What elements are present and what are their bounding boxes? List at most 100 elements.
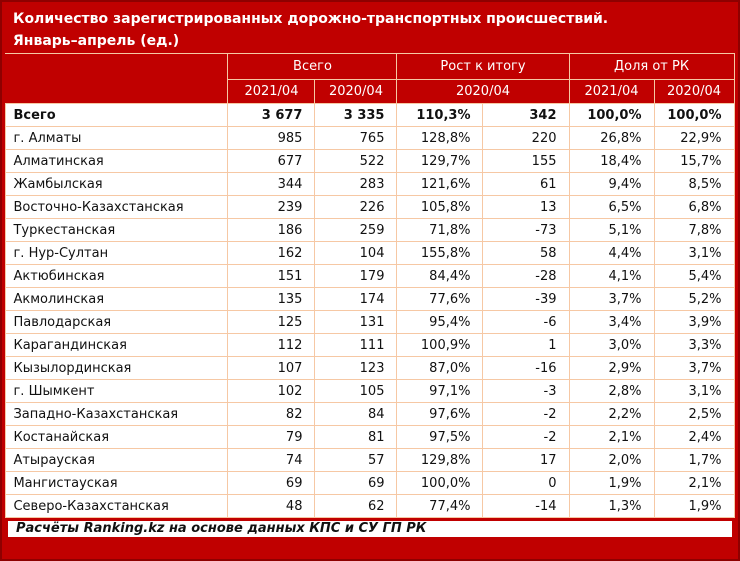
share-2021-cell: 2,9% (568, 356, 655, 380)
share-2021-cell: 4,1% (568, 264, 655, 288)
total-2021-cell: 69 (227, 471, 316, 495)
region-cell: Актюбинская (5, 264, 229, 288)
growth-pct-cell: 100,0% (396, 471, 484, 495)
growth-pct-cell: 84,4% (396, 264, 484, 288)
total-2020-cell: 131 (314, 310, 398, 334)
group-header-share: Доля от РК (568, 53, 735, 80)
share-2020-cell: 100,0% (653, 103, 735, 127)
total-2020-cell: 105 (314, 379, 398, 403)
growth-abs-cell: -16 (482, 356, 570, 380)
total-2021-cell: 135 (227, 287, 316, 311)
region-cell: Павлодарская (5, 310, 229, 334)
total-2020-cell: 123 (314, 356, 398, 380)
sub-header-row: 2021/04 2020/04 2020/04 2021/04 2020/04 (6, 79, 735, 104)
share-2020-cell: 6,8% (653, 195, 735, 219)
growth-pct-cell: 129,7% (396, 149, 484, 173)
growth-abs-cell: 342 (482, 103, 570, 127)
share-2021-cell: 2,0% (568, 448, 655, 472)
region-cell: Атырауская (5, 448, 229, 472)
total-2020-cell: 522 (314, 149, 398, 173)
share-2020-cell: 3,7% (653, 356, 735, 380)
total-2021-cell: 102 (227, 379, 316, 403)
share-2020-cell: 3,9% (653, 310, 735, 334)
region-cell: Карагандинская (5, 333, 229, 357)
sub-header-total-2020: 2020/04 (314, 79, 398, 104)
growth-abs-cell: 0 (482, 471, 570, 495)
region-cell: Акмолинская (5, 287, 229, 311)
group-header-total: Всего (227, 53, 398, 80)
share-2020-cell: 7,8% (653, 218, 735, 242)
growth-abs-cell: 17 (482, 448, 570, 472)
total-2021-cell: 239 (227, 195, 316, 219)
total-2021-cell: 82 (227, 402, 316, 426)
share-2021-cell: 100,0% (568, 103, 655, 127)
total-2020-cell: 104 (314, 241, 398, 265)
total-2020-cell: 259 (314, 218, 398, 242)
group-header-row: Всего Рост к итогу Доля от РК (5, 53, 735, 104)
group-header-growth: Рост к итогу (396, 53, 570, 80)
total-2020-cell: 226 (314, 195, 398, 219)
share-2021-cell: 1,9% (568, 471, 655, 495)
growth-pct-cell: 97,1% (396, 379, 484, 403)
share-2020-cell: 5,2% (653, 287, 735, 311)
report-title: Количество зарегистрированных дорожно-тр… (13, 11, 609, 27)
growth-abs-cell: 155 (482, 149, 570, 173)
share-2021-cell: 26,8% (568, 126, 655, 150)
region-cell: г. Алматы (5, 126, 229, 150)
growth-pct-cell: 100,9% (396, 333, 484, 357)
table-row: Северо-Казахстанская 48 62 77,4% -14 1,3% 1,9% (5, 494, 735, 518)
share-2020-cell: 15,7% (653, 149, 735, 173)
table-row: Восточно-Казахстанская 239 226 105,8% 13 6,5%… (5, 195, 735, 219)
growth-pct-cell: 97,6% (396, 402, 484, 426)
total-2020-cell: 69 (314, 471, 398, 495)
total-2021-cell: 48 (227, 494, 316, 518)
region-cell: Алматинская (5, 149, 229, 173)
table-body: Всего 3 677 3 335 110,3% 342 100,0% 100,0% г. А… (5, 103, 735, 518)
share-2020-cell: 2,1% (653, 471, 735, 495)
growth-pct-cell: 129,8% (396, 448, 484, 472)
growth-abs-cell: 13 (482, 195, 570, 219)
total-2021-cell: 985 (227, 126, 316, 150)
total-2021-cell: 79 (227, 425, 316, 449)
share-2021-cell: 5,1% (568, 218, 655, 242)
share-2021-cell: 3,0% (568, 333, 655, 357)
table-row: Карагандинская 112 111 100,9% 1 3,0% 3,3% (5, 333, 735, 357)
region-cell: Костанайская (5, 425, 229, 449)
growth-abs-cell: -28 (482, 264, 570, 288)
total-2020-cell: 179 (314, 264, 398, 288)
total-2021-cell: 162 (227, 241, 316, 265)
growth-pct-cell: 95,4% (396, 310, 484, 334)
growth-abs-cell: -2 (482, 402, 570, 426)
table-row: Алматинская 677 522 129,7% 155 18,4% 15,7% (5, 149, 735, 173)
sub-header-share-2021: 2021/04 (568, 79, 655, 104)
table-row: Павлодарская 125 131 95,4% -6 3,4% 3,9% (5, 310, 735, 334)
table-row: Мангистауская 69 69 100,0% 0 1,9% 2,1% (5, 471, 735, 495)
region-cell: Северо-Казахстанская (5, 494, 229, 518)
share-2020-cell: 1,7% (653, 448, 735, 472)
growth-pct-cell: 128,8% (396, 126, 484, 150)
report-subtitle: Январь–апрель (ед.) (13, 33, 180, 49)
share-2021-cell: 2,8% (568, 379, 655, 403)
growth-pct-cell: 155,8% (396, 241, 484, 265)
statistics-table: Всего Рост к итогу Доля от РК 2021/04 20… (5, 53, 735, 518)
growth-abs-cell: 220 (482, 126, 570, 150)
total-2020-cell: 84 (314, 402, 398, 426)
growth-abs-cell: 1 (482, 333, 570, 357)
total-2020-cell: 765 (314, 126, 398, 150)
share-2021-cell: 3,4% (568, 310, 655, 334)
total-2021-cell: 125 (227, 310, 316, 334)
sub-header-growth-2020: 2020/04 (396, 79, 570, 104)
share-2020-cell: 2,4% (653, 425, 735, 449)
share-2021-cell: 18,4% (568, 149, 655, 173)
growth-pct-cell: 77,4% (396, 494, 484, 518)
share-2021-cell: 1,3% (568, 494, 655, 518)
total-2021-cell: 344 (227, 172, 316, 196)
share-2020-cell: 22,9% (653, 126, 735, 150)
table-row: г. Алматы 985 765 128,8% 220 26,8% 22,9% (5, 126, 735, 150)
region-cell: Восточно-Казахстанская (5, 195, 229, 219)
growth-pct-cell: 87,0% (396, 356, 484, 380)
growth-abs-cell: -39 (482, 287, 570, 311)
growth-abs-cell: -73 (482, 218, 570, 242)
share-2020-cell: 1,9% (653, 494, 735, 518)
total-2021-cell: 151 (227, 264, 316, 288)
